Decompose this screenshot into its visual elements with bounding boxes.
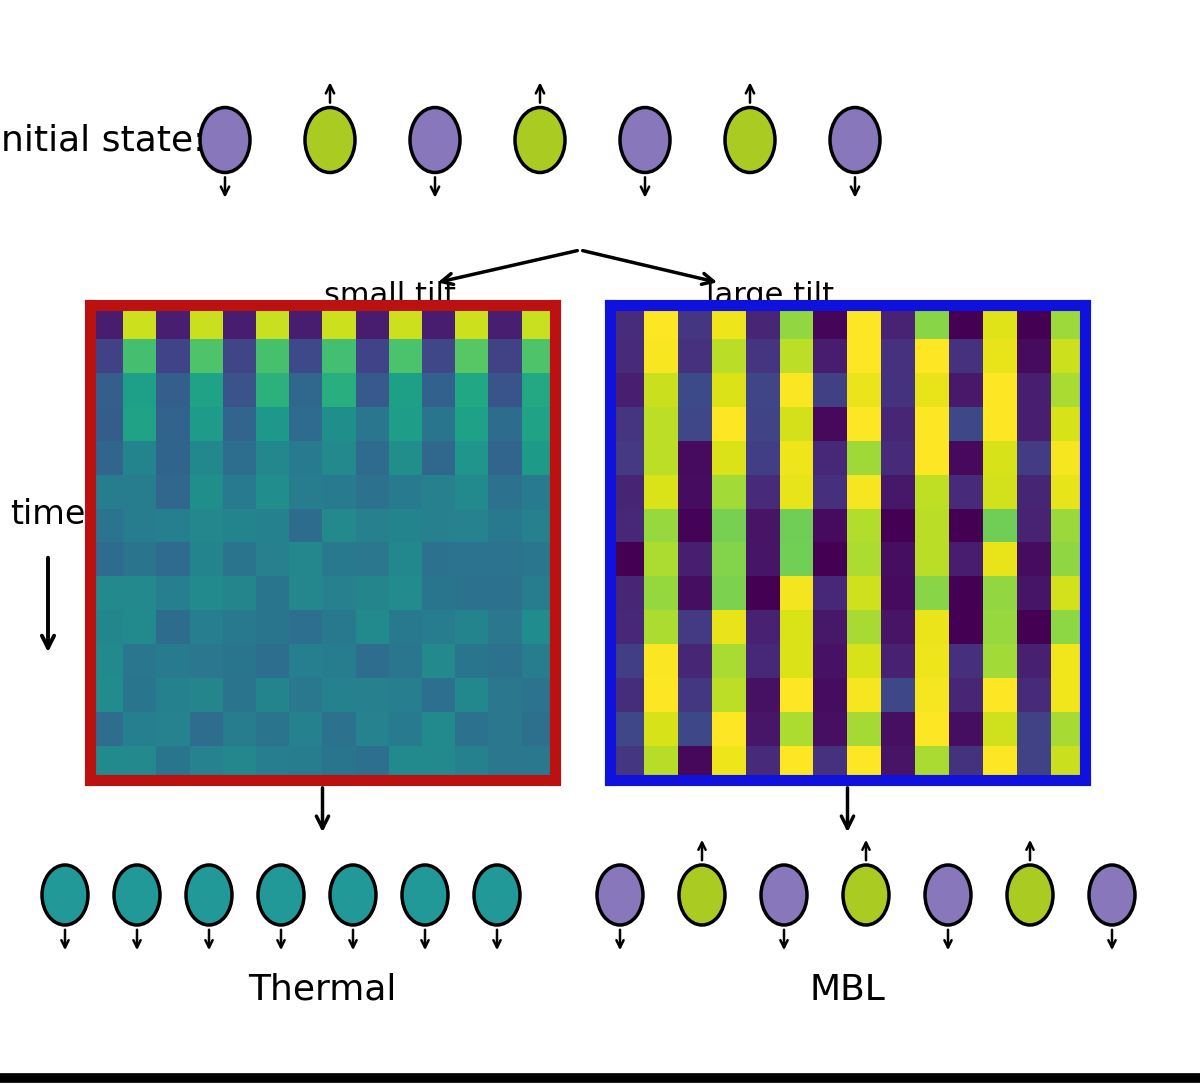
Ellipse shape [761, 865, 808, 926]
Ellipse shape [925, 865, 971, 926]
Ellipse shape [258, 865, 304, 926]
Text: Thermal: Thermal [248, 973, 397, 1007]
Ellipse shape [330, 865, 376, 926]
Ellipse shape [402, 865, 448, 926]
Ellipse shape [830, 107, 880, 173]
Ellipse shape [842, 865, 889, 926]
Ellipse shape [474, 865, 520, 926]
Ellipse shape [1007, 865, 1054, 926]
Ellipse shape [114, 865, 160, 926]
Ellipse shape [200, 107, 250, 173]
Ellipse shape [725, 107, 775, 173]
Text: small tilt: small tilt [324, 281, 456, 309]
Ellipse shape [679, 865, 725, 926]
Text: large tilt: large tilt [706, 281, 834, 309]
Ellipse shape [598, 865, 643, 926]
Ellipse shape [620, 107, 670, 173]
Text: MBL: MBL [810, 973, 886, 1007]
Ellipse shape [186, 865, 232, 926]
Ellipse shape [410, 107, 460, 173]
Ellipse shape [42, 865, 88, 926]
Text: initial state:: initial state: [0, 123, 205, 157]
Ellipse shape [305, 107, 355, 173]
Ellipse shape [515, 107, 565, 173]
Ellipse shape [1090, 865, 1135, 926]
Text: time: time [11, 498, 85, 532]
